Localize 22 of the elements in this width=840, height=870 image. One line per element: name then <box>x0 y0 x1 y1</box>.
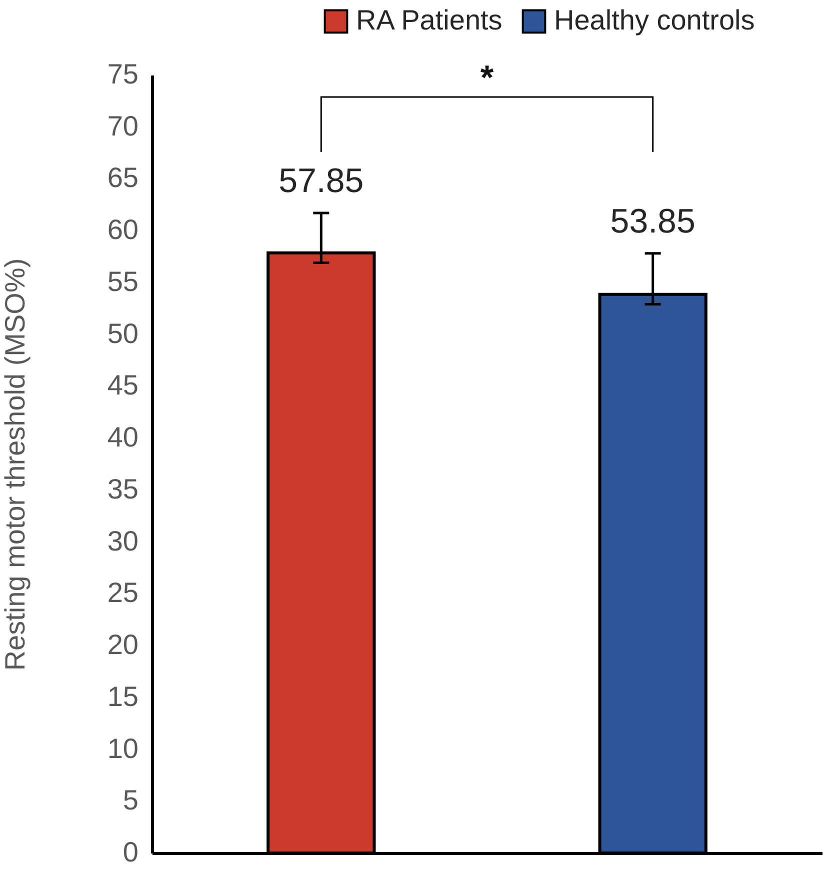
y-tick-label: 50 <box>107 318 138 349</box>
data-label: 57.85 <box>278 162 364 200</box>
data-label: 53.85 <box>610 202 696 240</box>
y-tick-label: 20 <box>107 629 138 660</box>
y-tick-label: 65 <box>107 162 138 194</box>
y-tick-label: 30 <box>107 525 138 556</box>
y-tick-label: 10 <box>107 732 138 764</box>
y-tick-label: 0 <box>122 836 138 868</box>
y-tick-label: 15 <box>107 680 138 712</box>
y-tick-label: 55 <box>107 266 138 297</box>
legend-label: Healthy controls <box>554 4 755 36</box>
y-tick-label: 75 <box>107 58 138 90</box>
annotation: * <box>480 59 494 98</box>
legend-label: RA Patients <box>356 4 502 36</box>
y-tick-label: 35 <box>107 473 138 504</box>
y-tick-label: 60 <box>107 214 138 246</box>
y-tick-label: 40 <box>107 422 138 453</box>
y-axis-title: Resting motor threshold (MSO%) <box>0 258 30 671</box>
y-tick-label: 70 <box>107 110 138 142</box>
y-tick-label: 45 <box>107 370 138 401</box>
y-tick-label: 5 <box>122 784 138 816</box>
y-tick-label: 25 <box>107 577 138 608</box>
